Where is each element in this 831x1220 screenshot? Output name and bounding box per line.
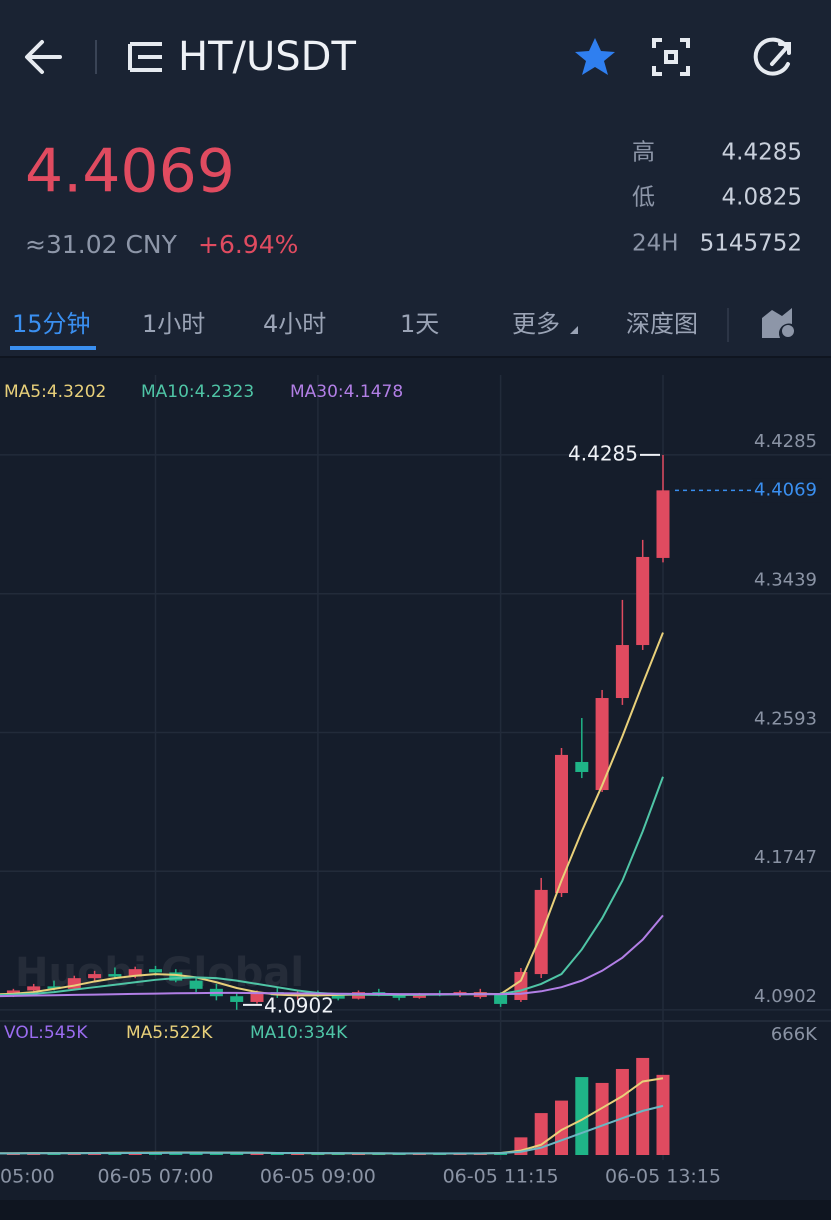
cny-price: ≈31.02 CNY bbox=[25, 230, 178, 259]
stat-value: 5145752 bbox=[700, 231, 802, 257]
stat-value: 4.4285 bbox=[722, 140, 802, 166]
candle-body bbox=[27, 986, 41, 991]
volume-bar bbox=[656, 1074, 670, 1155]
last-price-label: 4.4069 bbox=[754, 479, 817, 500]
volume-bar bbox=[250, 1152, 264, 1155]
last-price: 4.4069 bbox=[25, 137, 235, 207]
bottom-bar bbox=[0, 1200, 831, 1220]
candle-body bbox=[47, 986, 61, 989]
header-bg bbox=[0, 0, 831, 358]
ma-line bbox=[0, 632, 664, 997]
y-tick-label: 4.1747 bbox=[754, 847, 817, 868]
y-tick-label: 4.3439 bbox=[754, 570, 817, 591]
volume-legend: MA10:334K bbox=[250, 1023, 348, 1043]
candle-body bbox=[88, 974, 102, 979]
tab[interactable]: 1天 bbox=[400, 310, 439, 338]
ma-legend: MA30:4.1478 bbox=[290, 382, 403, 402]
low-label: 4.0902 bbox=[264, 993, 334, 1017]
candle-body bbox=[230, 996, 244, 1002]
chart-settings-icon[interactable] bbox=[762, 308, 794, 338]
volume-legend: VOL:545K bbox=[4, 1023, 88, 1043]
volume-bar bbox=[270, 1153, 284, 1155]
candle-body bbox=[169, 972, 183, 981]
volume-bar bbox=[636, 1057, 650, 1155]
tab-active[interactable]: 15分钟 bbox=[12, 310, 91, 338]
volume-bar bbox=[311, 1153, 325, 1155]
ma-legend: MA5:4.3202 bbox=[4, 382, 106, 402]
x-tick-label: 05:00 bbox=[0, 1166, 55, 1188]
candle-body bbox=[555, 754, 568, 894]
stat-label: 高 bbox=[632, 140, 655, 166]
x-tick-label: 06-05 07:00 bbox=[97, 1166, 213, 1188]
volume-bar bbox=[209, 1153, 223, 1155]
ma-line bbox=[0, 914, 664, 998]
high-label: 4.4285 bbox=[568, 441, 638, 465]
stat-label: 低 bbox=[632, 185, 655, 211]
tab[interactable]: 4小时 bbox=[263, 310, 326, 338]
ma-line bbox=[0, 1104, 664, 1155]
dropdown-arrow bbox=[570, 326, 578, 334]
y-tick-label: 4.2593 bbox=[754, 708, 817, 729]
x-tick-label: 06-05 13:15 bbox=[605, 1166, 721, 1188]
candle-body bbox=[189, 980, 203, 989]
volume-plot bbox=[0, 1057, 670, 1155]
candle-body bbox=[514, 971, 528, 1000]
candle-body bbox=[494, 993, 508, 1004]
candle-body bbox=[392, 994, 406, 998]
candle-body bbox=[575, 761, 589, 772]
candle-body bbox=[595, 698, 609, 791]
candle-body bbox=[656, 490, 670, 558]
y-tick-label: 4.4285 bbox=[754, 431, 817, 452]
stat-label: 24H bbox=[632, 231, 679, 257]
volume-bar bbox=[595, 1082, 609, 1155]
candle-body bbox=[615, 645, 629, 699]
tab[interactable]: 深度图 bbox=[626, 310, 698, 338]
tab[interactable]: 1小时 bbox=[142, 310, 205, 338]
x-tick-label: 06-05 09:00 bbox=[260, 1166, 376, 1188]
volume-bar bbox=[291, 1153, 305, 1155]
volume-bar bbox=[128, 1152, 142, 1155]
x-tick-label: 06-05 11:15 bbox=[443, 1166, 559, 1188]
pair-title: HT/USDT bbox=[178, 34, 356, 80]
volume-bar bbox=[534, 1113, 548, 1155]
tab-underline bbox=[10, 346, 96, 350]
volume-bar bbox=[575, 1077, 589, 1155]
volume-bar bbox=[615, 1068, 629, 1155]
candle-body bbox=[250, 992, 264, 1002]
candle-body bbox=[412, 993, 426, 998]
back-button[interactable] bbox=[25, 40, 62, 74]
candle-body bbox=[128, 969, 142, 977]
scan-icon[interactable] bbox=[652, 38, 690, 76]
candle-body bbox=[331, 995, 345, 999]
candle-body bbox=[636, 556, 650, 646]
menu-icon[interactable] bbox=[128, 42, 162, 72]
candle-body bbox=[149, 969, 162, 973]
price-plot bbox=[0, 454, 670, 1010]
volume-legend: MA5:522K bbox=[126, 1023, 213, 1043]
volume-tick-label: 666K bbox=[771, 1024, 818, 1045]
tab[interactable]: 更多 bbox=[512, 310, 560, 338]
kline-chart: 05:00 06-05 07:00 06-05 09:00 06-05 11:15 06… bbox=[0, 375, 831, 1188]
favorite-star[interactable] bbox=[575, 38, 615, 75]
chart-bg bbox=[0, 358, 831, 1200]
ma-legend: MA10:4.2323 bbox=[141, 382, 254, 402]
change-percent: +6.94% bbox=[198, 230, 298, 259]
candle-body bbox=[108, 974, 122, 977]
refresh-icon[interactable] bbox=[753, 37, 791, 76]
last-price-tag bbox=[752, 478, 822, 503]
y-tick-label: 4.0902 bbox=[754, 986, 817, 1007]
volume-bar bbox=[189, 1152, 203, 1155]
candle-body bbox=[67, 978, 81, 989]
stat-value: 4.0825 bbox=[722, 185, 802, 211]
